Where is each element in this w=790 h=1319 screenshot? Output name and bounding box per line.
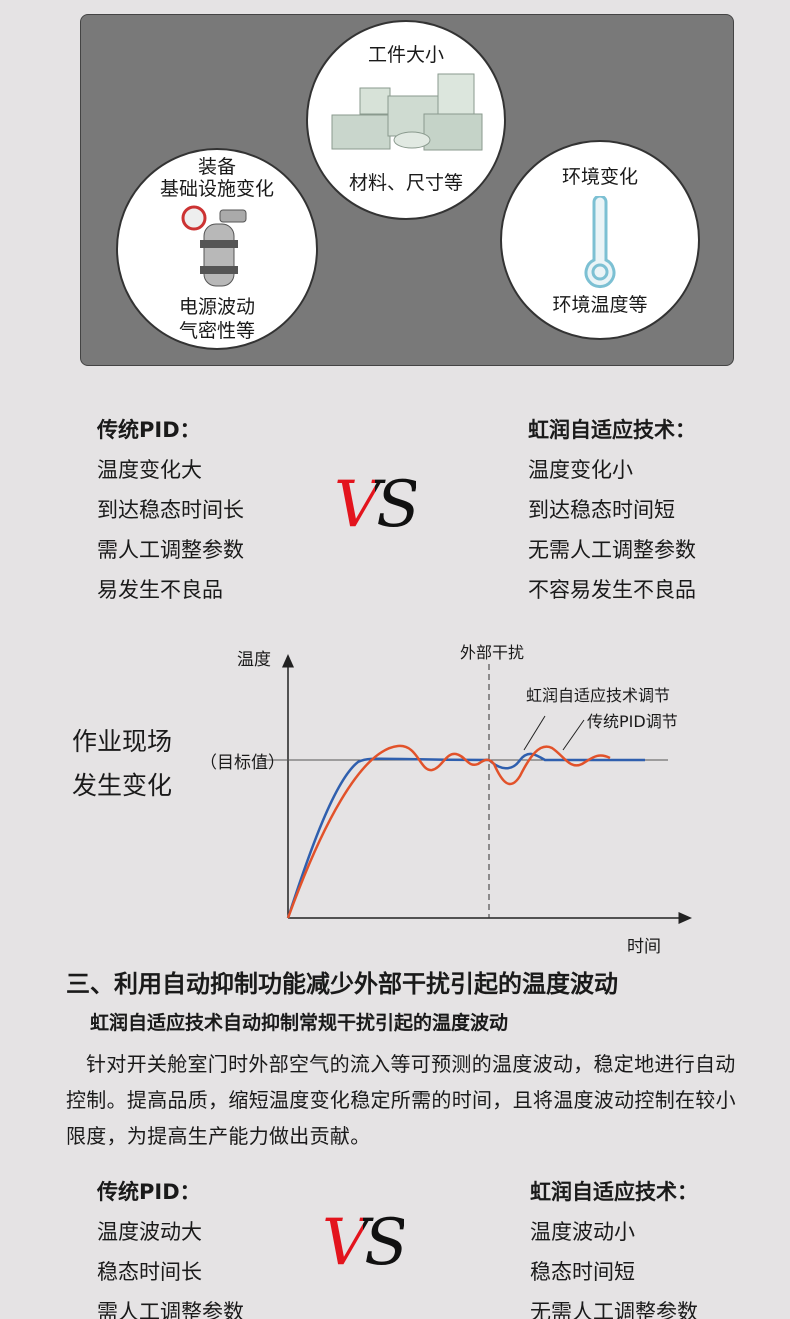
section-subheading: 虹润自适应技术自动抑制常规干扰引起的温度波动 — [90, 1012, 509, 1034]
factor-title: 工件大小 — [367, 44, 444, 66]
thermometer-icon — [584, 196, 616, 289]
compare-item: 易发生不良品 — [97, 578, 223, 602]
factor-title: 装备 — [197, 156, 236, 178]
compare-item: 到达稳态时间长 — [97, 498, 244, 522]
y-label: 温度 — [237, 650, 271, 670]
compare-title: 虹润自适应技术： — [528, 418, 696, 442]
compare-title: 虹润自适应技术： — [530, 1180, 698, 1204]
target-label: （目标值） — [200, 753, 285, 773]
compare-item: 不容易发生不良品 — [528, 578, 696, 602]
pointer — [562, 719, 585, 751]
compare-item: 稳态时间长 — [97, 1260, 202, 1284]
factor-caption: 环境温度等 — [552, 294, 648, 316]
section-heading: 三、利用自动抑制功能减少外部干扰引起的温度波动 — [66, 970, 618, 998]
pointer — [523, 715, 546, 751]
x-label: 时间 — [627, 937, 661, 957]
compare-item: 稳态时间短 — [530, 1260, 635, 1284]
section-paragraph: 针对开关舱室门时外部空气的流入等可预测的温度波动，稳定地进行自动控制。提高品质，… — [66, 1052, 736, 1148]
compare-item: 无需人工调整参数 — [530, 1300, 698, 1319]
factor-circle: 装备 基础设施变化 电源波动 气密性等 — [116, 148, 318, 350]
factor-circle: 工件大小 材料、尺寸等 — [306, 20, 506, 220]
tank-icon — [181, 205, 247, 287]
compare-item: 温度波动大 — [97, 1220, 202, 1244]
adaptive-curve — [286, 752, 645, 919]
pid-curve — [286, 744, 611, 919]
factor-caption: 材料、尺寸等 — [348, 172, 463, 194]
side-note: 作业现场 — [72, 727, 173, 756]
compare-item: 到达稳态时间短 — [528, 498, 675, 522]
compare-item: 温度波动小 — [530, 1220, 635, 1244]
vs-mark: VS — [322, 1206, 408, 1280]
response-graph — [262, 654, 692, 924]
factor-circle: 环境变化 环境温度等 — [500, 140, 700, 340]
blocks-icon — [331, 73, 483, 151]
compare-title: 传统PID： — [97, 1180, 201, 1204]
factor-caption: 气密性等 — [178, 320, 255, 342]
vs-mark: VS — [334, 468, 420, 542]
compare-item: 无需人工调整参数 — [528, 538, 696, 562]
compare-item: 温度变化大 — [97, 458, 202, 482]
disturbance-label: 外部干扰 — [460, 643, 525, 662]
legend-label: 传统PID调节 — [587, 712, 678, 731]
side-note: 发生变化 — [72, 771, 173, 800]
compare-item: 温度变化小 — [528, 458, 633, 482]
compare-title: 传统PID： — [97, 418, 201, 442]
legend-label: 虹润自适应技术调节 — [526, 686, 671, 705]
compare-item: 需人工调整参数 — [97, 538, 244, 562]
factor-caption: 电源波动 — [178, 296, 255, 318]
compare-item: 需人工调整参数 — [97, 1300, 244, 1319]
factor-title: 基础设施变化 — [159, 178, 274, 200]
factor-title: 环境变化 — [561, 166, 638, 188]
